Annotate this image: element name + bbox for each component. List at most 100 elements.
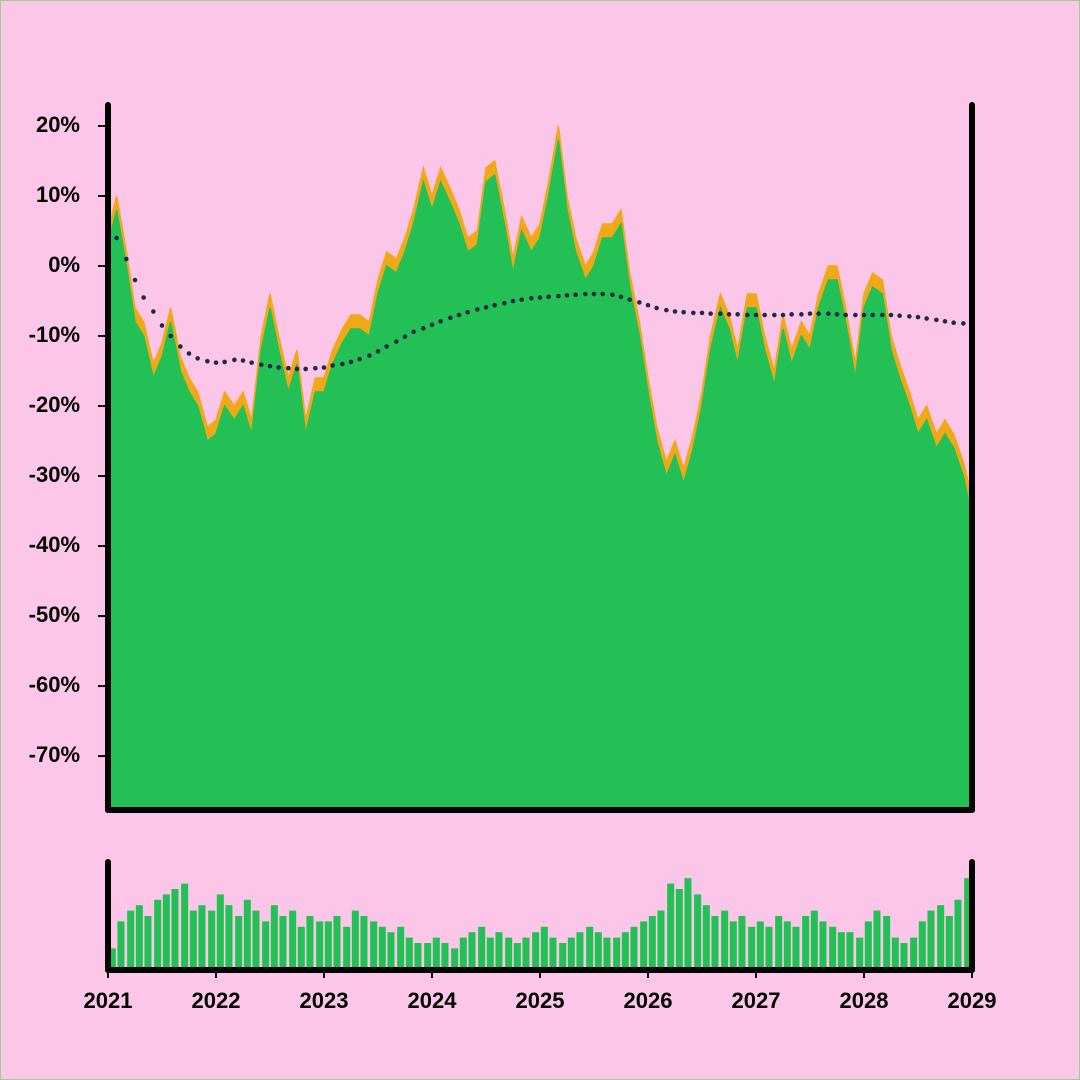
moving-average-dot [951, 320, 956, 326]
volume-bar [225, 905, 233, 970]
volume-bar [856, 937, 864, 970]
moving-average-dot [880, 312, 885, 318]
volume-bar [667, 883, 675, 970]
volume-bar [154, 899, 162, 970]
volume-bar [297, 926, 305, 970]
moving-average-dot [448, 315, 453, 321]
volume-bar [351, 910, 359, 970]
volume-bar [414, 943, 422, 970]
volume-bar [918, 921, 926, 970]
volume-bar [540, 926, 548, 970]
moving-average-dot [438, 319, 443, 324]
volume-bar [630, 926, 638, 970]
volume-bar [810, 910, 818, 970]
volume-bar [343, 926, 351, 970]
volume-bar [370, 921, 378, 970]
volume-bar [289, 910, 297, 970]
moving-average-dot [546, 294, 551, 300]
volume-bar [775, 916, 783, 970]
moving-average-dot [843, 312, 848, 318]
x-tick-label: 2021 [84, 988, 133, 1013]
x-tick-label: 2024 [408, 988, 458, 1013]
moving-average-dot [240, 358, 246, 363]
volume-bar [549, 937, 557, 970]
moving-average-dot [151, 309, 156, 314]
moving-average-dot [745, 312, 750, 318]
volume-bar [819, 921, 827, 970]
moving-average-dot [367, 353, 372, 358]
volume-bar [927, 910, 935, 970]
volume-bar [621, 932, 629, 970]
volume-bar [162, 894, 170, 970]
volume-bar [702, 905, 710, 970]
moving-average-dot [762, 312, 767, 318]
volume-bar [235, 916, 243, 970]
moving-average-dot [861, 312, 867, 318]
moving-average-dot [807, 311, 813, 316]
volume-bar [216, 894, 224, 970]
volume-bar [532, 932, 540, 970]
moving-average-dot [348, 359, 354, 365]
moving-average-dot [691, 310, 696, 316]
moving-average-dot [645, 302, 651, 308]
moving-average-dot [753, 312, 759, 318]
volume-bar [729, 921, 737, 970]
volume-bar [360, 916, 368, 970]
moving-average-dot [132, 277, 138, 283]
volume-bar [603, 937, 611, 970]
moving-average-dot [340, 361, 345, 367]
volume-bar [144, 916, 152, 970]
volume-bar [937, 905, 945, 970]
volume-bar [783, 921, 791, 970]
volume-bar [127, 910, 135, 970]
y-tick-label: -50% [29, 602, 80, 627]
moving-average-dot [780, 312, 786, 318]
volume-bar [964, 878, 972, 970]
volume-bar [262, 921, 270, 970]
moving-average-dot [591, 291, 597, 297]
moving-average-dot [907, 314, 912, 319]
moving-average-dot [853, 312, 858, 318]
moving-average-dot [529, 295, 534, 301]
volume-bar [945, 916, 953, 970]
volume-bar [873, 910, 881, 970]
volume-bar [208, 910, 216, 970]
moving-average-dot [573, 292, 578, 298]
moving-average-dot [276, 365, 281, 370]
moving-average-dot [537, 295, 543, 300]
volume-bar [468, 932, 476, 970]
moving-average-dot [726, 312, 732, 317]
moving-average-dot [475, 307, 480, 312]
volume-bar [135, 905, 143, 970]
moving-average-dot [654, 305, 659, 311]
volume-bar [846, 932, 854, 970]
moving-average-dot [672, 309, 678, 314]
x-tick-label: 2025 [516, 988, 565, 1013]
moving-average-dot [232, 357, 237, 363]
moving-average-dot [627, 297, 632, 302]
volume-bar [640, 921, 648, 970]
volume-bar [711, 916, 719, 970]
volume-bar [378, 926, 386, 970]
volume-bar [306, 916, 314, 970]
moving-average-dot [186, 351, 192, 356]
volume-bar [648, 916, 656, 970]
y-tick-label: -40% [29, 532, 80, 557]
moving-average-dot [213, 360, 219, 365]
volume-bar [189, 910, 197, 970]
volume-bar [837, 932, 845, 970]
moving-average-dot [934, 317, 939, 323]
moving-average-dot [357, 356, 362, 362]
y-tick-label: -60% [29, 672, 80, 697]
volume-bar [586, 926, 594, 970]
moving-average-dot [429, 322, 435, 328]
moving-average-dot [834, 312, 840, 317]
volume-bar [576, 932, 584, 970]
moving-average-dot [394, 339, 399, 344]
volume-bar [324, 921, 332, 970]
moving-average-dot [708, 311, 713, 316]
volume-bar [279, 916, 287, 970]
volume-bar [117, 921, 125, 970]
volume-bar [243, 899, 251, 970]
